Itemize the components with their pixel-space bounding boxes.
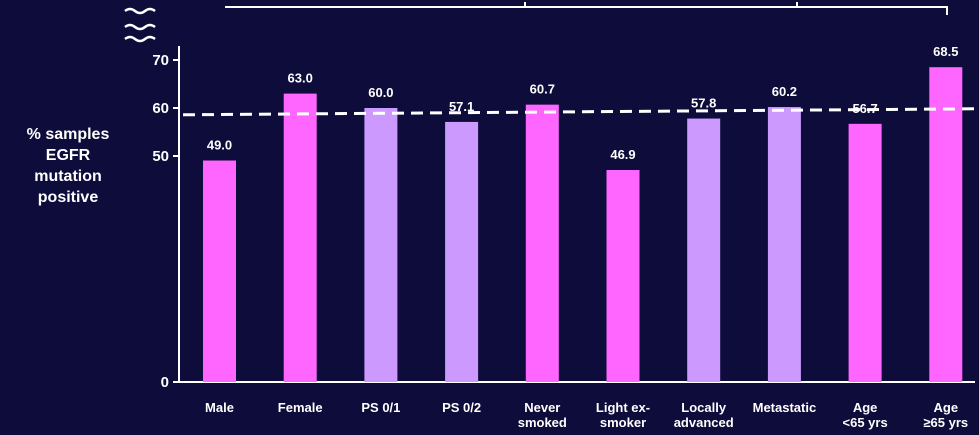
y-axis-label: % samples EGFR mutation positive: [4, 124, 132, 208]
category-label-6-line-1: Light ex-: [596, 400, 650, 415]
axis-break-mark-2: [124, 23, 156, 31]
y-axis-label-line-3: mutation: [34, 168, 102, 185]
bar-6: [606, 170, 640, 382]
bar-value-label-8: 60.2: [772, 84, 797, 99]
category-label-5-line-1: Never: [524, 400, 560, 415]
bar-value-label-7: 57.8: [691, 96, 716, 111]
bar-7: [687, 118, 721, 382]
bar-2: [283, 93, 317, 382]
category-label-2-line-1: Female: [278, 400, 323, 415]
bar-1: [203, 160, 236, 382]
category-label-3-line-1: PS 0/1: [361, 400, 400, 415]
bar-value-label-10: 68.5: [933, 44, 958, 59]
category-label-5-line-2: smoked: [518, 415, 567, 430]
bar-value-label-6: 46.9: [610, 147, 635, 162]
bar-3: [364, 108, 398, 382]
category-label-4-line-1: PS 0/2: [442, 400, 481, 415]
category-label-9-line-2: <65 yrs: [843, 415, 888, 430]
y-tick-label-50: 50: [152, 148, 169, 165]
bar-value-label-3: 60.0: [368, 85, 393, 100]
category-label-10-line-2: ≥65 yrs: [923, 415, 968, 430]
bar-10: [929, 67, 963, 382]
category-label-9-line-1: Age: [853, 400, 878, 415]
bar-value-label-5: 60.7: [530, 82, 555, 97]
axis-break-mark-1: [124, 7, 156, 15]
bar-9: [848, 123, 882, 382]
top-bracket-line: [225, 2, 948, 15]
bar-4: [445, 121, 479, 383]
bar-5: [525, 104, 559, 382]
bar-value-label-9: 56.7: [852, 101, 877, 116]
y-tick-label-0: 0: [161, 374, 169, 391]
category-label-1-line-1: Male: [205, 400, 234, 415]
y-tick-label-60: 60: [152, 100, 169, 117]
y-axis-label-line-1: % samples: [26, 126, 110, 143]
category-label-7-line-2: advanced: [674, 415, 734, 430]
bar-8: [767, 107, 801, 382]
category-label-10-line-1: Age: [934, 400, 959, 415]
y-axis-label-line-2: EGFR: [45, 147, 91, 164]
axis-break-mark-3: [124, 35, 156, 43]
bar-value-label-2: 63.0: [288, 71, 313, 86]
category-label-7-line-1: Locally: [681, 400, 727, 415]
bar-value-label-4: 57.1: [449, 99, 474, 114]
y-axis-label-line-4: positive: [37, 189, 99, 206]
bar-value-label-1: 49.0: [207, 138, 232, 153]
y-tick-label-70: 70: [152, 52, 169, 69]
category-label-6-line-2: smoker: [600, 415, 646, 430]
category-label-8-line-1: Metastatic: [753, 400, 817, 415]
